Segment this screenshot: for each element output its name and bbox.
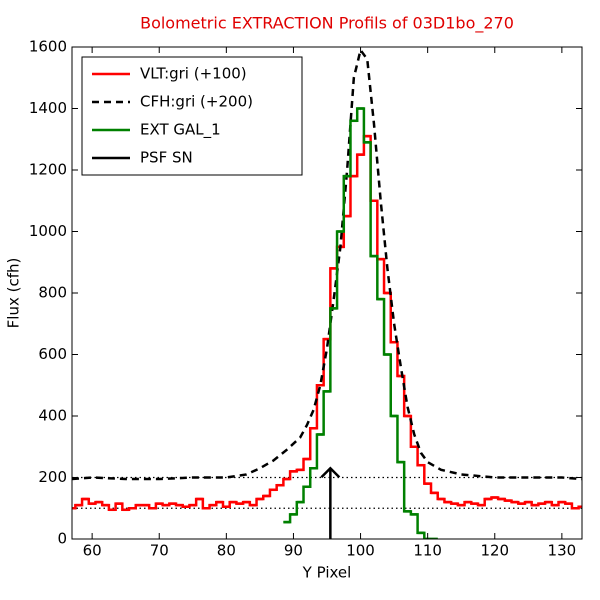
y-tick-label: 1400	[29, 99, 67, 117]
y-tick-label: 1200	[29, 161, 67, 179]
x-tick-label: 130	[548, 542, 577, 560]
y-tick-label: 600	[38, 345, 67, 363]
x-axis-label: Y Pixel	[302, 564, 352, 582]
legend-label: VLT:gri (+100)	[140, 65, 247, 83]
x-tick-label: 80	[217, 542, 236, 560]
y-tick-label: 800	[38, 284, 67, 302]
x-tick-label: 90	[284, 542, 303, 560]
y-tick-label: 1600	[29, 38, 67, 56]
legend-label: EXT GAL_1	[140, 121, 221, 140]
legend-label: PSF SN	[140, 149, 193, 167]
y-tick-label: 200	[38, 468, 67, 486]
dashed-line	[72, 47, 582, 481]
x-tick-label: 70	[150, 542, 169, 560]
chart-title: Bolometric EXTRACTION Profils of 03D1bo_…	[140, 14, 514, 34]
step-outline	[72, 134, 582, 512]
x-tick-label: 60	[83, 542, 102, 560]
legend-label: CFH:gri (+200)	[140, 93, 253, 111]
y-axis-label: Flux (cfh)	[5, 258, 23, 329]
arrow	[320, 466, 341, 539]
y-tick-label: 1000	[29, 222, 67, 240]
y-tick-label: 400	[38, 407, 67, 425]
legend-box	[81, 56, 303, 176]
x-tick-label: 100	[346, 542, 375, 560]
x-tick-label: 120	[480, 542, 509, 560]
plot-area	[72, 47, 582, 539]
step-outline	[283, 107, 438, 539]
y-tick-label: 0	[57, 530, 67, 548]
x-tick-label: 110	[413, 542, 442, 560]
